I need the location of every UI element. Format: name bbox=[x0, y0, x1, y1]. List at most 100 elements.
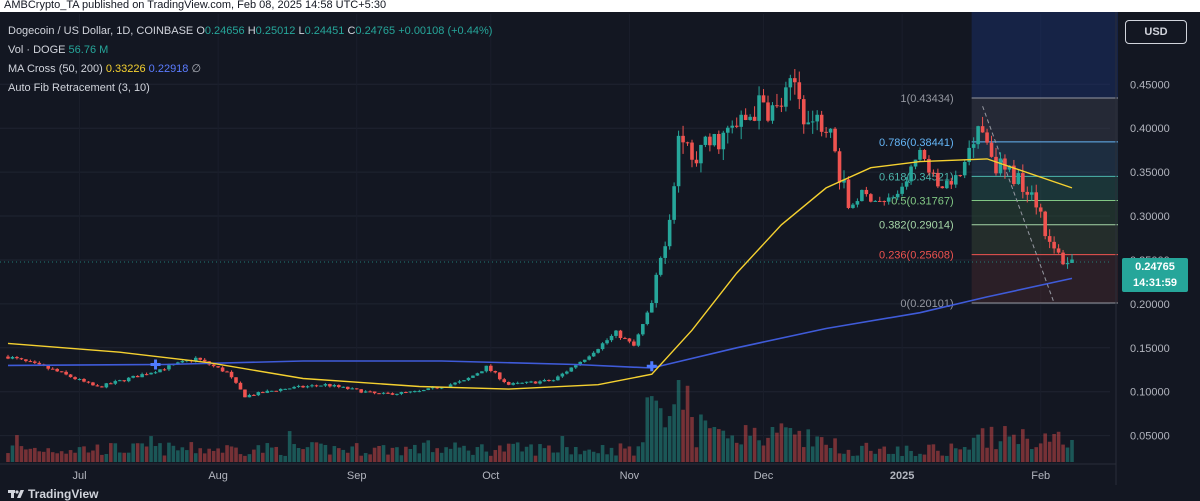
candle-body bbox=[489, 365, 493, 371]
volume-bar bbox=[229, 446, 234, 462]
volume-bar bbox=[721, 430, 726, 462]
candle-body bbox=[989, 142, 994, 157]
volume-bar bbox=[50, 452, 55, 462]
fib-band bbox=[971, 141, 1118, 177]
volume-bar bbox=[582, 450, 587, 462]
candle-body bbox=[873, 200, 878, 202]
volume-bar bbox=[971, 437, 976, 462]
candle-body bbox=[1025, 191, 1030, 195]
volume-bar bbox=[882, 446, 887, 462]
candle-body bbox=[632, 341, 636, 346]
volume-bar bbox=[1056, 431, 1061, 462]
candle-body bbox=[962, 161, 967, 176]
tradingview-logo-icon bbox=[8, 490, 24, 498]
candle-body bbox=[636, 334, 641, 346]
candle-body bbox=[913, 159, 918, 167]
volume-bar bbox=[162, 455, 167, 462]
fib-level-label: 0.786(0.38441) bbox=[879, 137, 954, 149]
candle-body bbox=[971, 144, 976, 148]
candle-body bbox=[413, 391, 417, 393]
candle-body bbox=[506, 381, 511, 385]
volume-bar bbox=[877, 448, 882, 462]
candle-body bbox=[994, 156, 998, 174]
volume-bar bbox=[681, 409, 685, 462]
candle-body bbox=[484, 365, 489, 372]
candle-body bbox=[569, 367, 574, 372]
price-tick-label: 0.45000 bbox=[1130, 79, 1170, 91]
volume-bar bbox=[462, 445, 466, 462]
candle-body bbox=[278, 388, 283, 391]
volume-bar bbox=[649, 396, 654, 462]
candle-body bbox=[247, 394, 252, 398]
tradingview-logo[interactable]: TradingView bbox=[8, 487, 98, 501]
volume-bar bbox=[167, 442, 171, 462]
volume-bar bbox=[815, 436, 819, 462]
volume-bar bbox=[439, 452, 444, 462]
volume-bar bbox=[37, 451, 42, 462]
legend-volume-row[interactable]: Vol · DOGE 56.76 M bbox=[8, 41, 492, 60]
candle-body bbox=[837, 151, 842, 183]
volume-bar bbox=[551, 452, 556, 462]
candle-body bbox=[359, 389, 363, 393]
volume-bar bbox=[533, 455, 538, 462]
candle-body bbox=[877, 200, 882, 202]
candle-body bbox=[717, 133, 721, 150]
candle-body bbox=[162, 369, 167, 371]
volume-bar bbox=[663, 427, 667, 462]
volume-bar bbox=[569, 454, 574, 462]
volume-bar bbox=[953, 448, 958, 462]
candle-body bbox=[797, 82, 802, 100]
candle-body bbox=[68, 374, 73, 378]
volume-bar bbox=[578, 454, 583, 462]
candle-body bbox=[1070, 259, 1074, 263]
ma50-line bbox=[7, 158, 1073, 390]
candle-body bbox=[386, 392, 390, 394]
candle-body bbox=[314, 385, 319, 387]
volume-bar bbox=[395, 447, 399, 462]
candle-body bbox=[180, 360, 185, 363]
candle-body bbox=[117, 380, 122, 382]
candle-body bbox=[345, 386, 350, 390]
bar-countdown: 14:31:59 bbox=[1132, 277, 1178, 289]
candle-body bbox=[238, 382, 243, 390]
legend-ma-row[interactable]: MA Cross (50, 200) 0.33226 0.22918 ∅ bbox=[8, 60, 492, 79]
volume-bar bbox=[641, 442, 645, 462]
candle-body bbox=[140, 374, 144, 378]
candle-body bbox=[328, 384, 332, 387]
candle-body bbox=[900, 186, 904, 194]
volume-label: Vol · DOGE bbox=[8, 44, 66, 56]
volume-bar bbox=[448, 448, 453, 462]
candle-body bbox=[690, 142, 694, 160]
candle-body bbox=[556, 376, 560, 381]
volume-bar bbox=[770, 426, 775, 462]
volume-bar bbox=[296, 447, 301, 462]
candle-body bbox=[596, 349, 600, 353]
price-chart[interactable]: 1(0.43434) 0.786(0.38441) 0.618(0.34521) 0.… bbox=[0, 12, 1200, 485]
candle-body bbox=[1043, 211, 1047, 237]
price-tick-label: 0.35000 bbox=[1130, 167, 1170, 179]
candle-body bbox=[341, 386, 346, 388]
candle-body bbox=[582, 359, 587, 362]
volume-bar bbox=[1043, 433, 1047, 462]
fib-level-label: 0.5(0.31767) bbox=[891, 196, 953, 208]
candle-body bbox=[95, 385, 100, 387]
volume-bar bbox=[1061, 444, 1065, 462]
volume-bar bbox=[471, 454, 475, 462]
candle-body bbox=[86, 381, 91, 383]
volume-bar bbox=[73, 452, 77, 462]
time-tick-label: Feb bbox=[1031, 470, 1050, 482]
legend-fib-row[interactable]: Auto Fib Retracement (3, 10) bbox=[8, 79, 492, 98]
volume-bar bbox=[24, 449, 28, 462]
volume-bar bbox=[869, 450, 873, 462]
currency-button[interactable]: USD bbox=[1125, 20, 1187, 44]
candle-body bbox=[426, 388, 431, 391]
candle-body bbox=[766, 102, 770, 121]
candle-body bbox=[784, 87, 788, 107]
candle-body bbox=[50, 368, 55, 370]
volume-bar bbox=[341, 449, 346, 462]
candle-body bbox=[216, 366, 220, 368]
candle-body bbox=[681, 135, 685, 143]
candle-body bbox=[6, 356, 10, 359]
volume-bar bbox=[810, 446, 815, 462]
candle-body bbox=[819, 114, 824, 132]
